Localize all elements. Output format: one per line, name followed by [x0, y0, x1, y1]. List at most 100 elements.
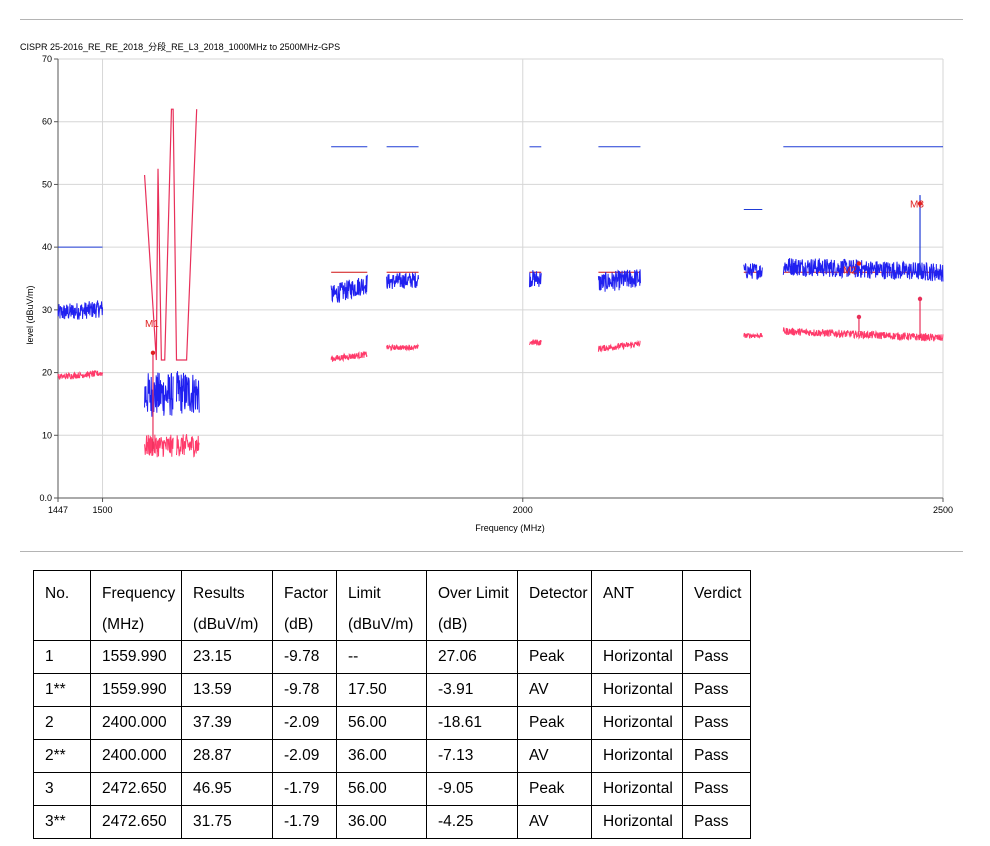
header-verdict: Verdict	[682, 570, 751, 641]
header-frequency: Frequency (MHz)	[90, 570, 182, 641]
cell-frequency: 2400.000	[90, 706, 182, 740]
results-table: No. Frequency (MHz) Results (dBuV/m) Facto…	[33, 570, 751, 839]
av-trace-band	[57, 369, 104, 380]
cell-detector: Peak	[517, 640, 592, 674]
cell-limit: 36.00	[336, 805, 427, 839]
x-tick-label: 2000	[513, 505, 533, 515]
marker-label: M2	[843, 266, 857, 277]
cell-ant: Horizontal	[591, 739, 683, 773]
cell-verdict: Pass	[682, 706, 751, 740]
av-trace-band	[597, 339, 641, 353]
cell-no: 1	[33, 640, 91, 674]
cell-results: 28.87	[181, 739, 273, 773]
chart-title: CISPR 25-2016_RE_RE_2018_分段_RE_L3_2018_1…	[20, 42, 341, 52]
cell-frequency: 2472.650	[90, 805, 182, 839]
y-tick-label: 50	[42, 179, 52, 189]
plot-area: M1 M2 M3	[57, 108, 944, 458]
grid	[58, 58, 944, 498]
av-trace-band	[743, 332, 763, 339]
marker-point	[917, 296, 923, 302]
cell-verdict: Pass	[682, 640, 751, 674]
header-limit: Limit (dBuV/m)	[336, 570, 427, 641]
cell-over-limit: -7.13	[426, 739, 518, 773]
cell-no: 2	[33, 706, 91, 740]
av-trace-band	[176, 434, 200, 458]
cell-detector: AV	[517, 805, 592, 839]
cell-factor: -9.78	[272, 640, 337, 674]
av-trace-band	[330, 350, 368, 363]
cell-no: 3	[33, 772, 91, 806]
cell-frequency: 2472.650	[90, 772, 182, 806]
cell-factor: -2.09	[272, 739, 337, 773]
cell-results: 23.15	[181, 640, 273, 674]
y-tick-label: 10	[42, 430, 52, 440]
marker-point	[856, 314, 862, 320]
cell-verdict: Pass	[682, 673, 751, 707]
table-row: 2 2400.000 37.39 -2.09 56.00 -18.61 Peak Horizo…	[33, 706, 751, 740]
av-trace-band	[529, 339, 542, 346]
y-tick-label: 20	[42, 368, 52, 378]
marker-point	[150, 350, 156, 356]
cell-limit: 56.00	[336, 706, 427, 740]
cell-over-limit: 27.06	[426, 640, 518, 674]
cell-frequency: 2400.000	[90, 739, 182, 773]
cell-ant: Horizontal	[591, 805, 683, 839]
y-axis-label: level (dBuV/m)	[25, 285, 35, 344]
section-divider	[20, 551, 963, 552]
marker-point	[917, 201, 923, 206]
pulse-limit-line	[143, 108, 198, 361]
peak-trace-band	[386, 272, 420, 289]
axes: 0.0 10 20 30 40 50 60 70 1447 1500 2000 2500	[39, 54, 953, 515]
cell-ant: Horizontal	[591, 706, 683, 740]
av-trace-band	[144, 434, 174, 458]
cell-verdict: Pass	[682, 805, 751, 839]
top-divider	[20, 19, 963, 20]
header-factor: Factor (dB)	[272, 570, 337, 641]
cell-limit: 56.00	[336, 772, 427, 806]
cell-frequency: 1559.990	[90, 640, 182, 674]
cell-over-limit: -4.25	[426, 805, 518, 839]
cell-factor: -1.79	[272, 772, 337, 806]
y-tick-label: 70	[42, 54, 52, 64]
cell-frequency: 1559.990	[90, 673, 182, 707]
cell-factor: -9.78	[272, 673, 337, 707]
cell-over-limit: -18.61	[426, 706, 518, 740]
cell-over-limit: -9.05	[426, 772, 518, 806]
table-row: 2** 2400.000 28.87 -2.09 36.00 -7.13 AV Horizon…	[33, 739, 751, 773]
header-ant: ANT	[591, 570, 683, 641]
y-tick-label: 0.0	[39, 493, 52, 503]
cell-verdict: Pass	[682, 772, 751, 806]
peak-trace-band	[57, 300, 104, 320]
header-no: No.	[33, 570, 91, 641]
av-trace-band	[782, 327, 944, 342]
av-trace-band	[386, 343, 420, 352]
peak-trace-band	[529, 270, 542, 288]
cell-limit: 17.50	[336, 673, 427, 707]
cell-no: 2**	[33, 739, 91, 773]
cell-detector: Peak	[517, 706, 592, 740]
peak-trace-band	[330, 274, 368, 303]
table-row: 1 1559.990 23.15 -9.78 -- 27.06 Peak Horizontal…	[33, 640, 751, 674]
cell-no: 3**	[33, 805, 91, 839]
cell-results: 31.75	[181, 805, 273, 839]
peak-trace-band	[782, 257, 944, 282]
cell-limit: 36.00	[336, 739, 427, 773]
marker-label: M1	[145, 319, 159, 330]
cell-detector: Peak	[517, 772, 592, 806]
cell-factor: -2.09	[272, 706, 337, 740]
cell-verdict: Pass	[682, 739, 751, 773]
table-body: 1 1559.990 23.15 -9.78 -- 27.06 Peak Horizontal…	[33, 640, 751, 839]
cell-ant: Horizontal	[591, 640, 683, 674]
y-tick-label: 40	[42, 242, 52, 252]
cell-factor: -1.79	[272, 805, 337, 839]
cell-ant: Horizontal	[591, 772, 683, 806]
table-header-row: No. Frequency (MHz) Results (dBuV/m) Facto…	[33, 570, 751, 641]
peak-trace-band	[144, 372, 174, 417]
emission-chart: 0.0 10 20 30 40 50 60 70 1447 1500 2000 2500 M1 M2 M3…	[25, 54, 953, 533]
marker-label: M3	[910, 200, 924, 211]
cell-results: 13.59	[181, 673, 273, 707]
peak-trace-band	[597, 269, 641, 292]
cell-over-limit: -3.91	[426, 673, 518, 707]
cell-results: 37.39	[181, 706, 273, 740]
table-row: 3 2472.650 46.95 -1.79 56.00 -9.05 Peak Horizon…	[33, 772, 751, 806]
